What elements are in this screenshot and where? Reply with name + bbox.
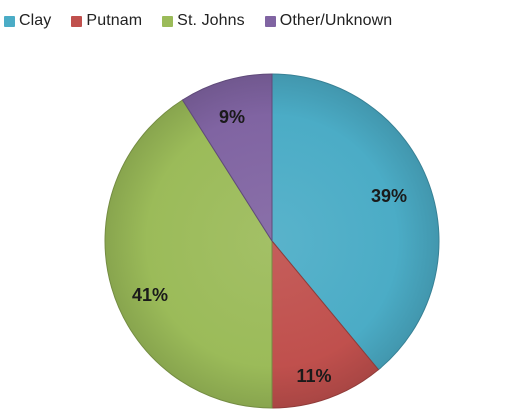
pie-slice-st-johns <box>104 99 273 409</box>
pie-slices <box>104 73 440 409</box>
chart-legend: Clay Putnam St. Johns Other/Unknown <box>4 8 392 34</box>
legend-swatch-putnam <box>71 15 83 27</box>
legend-label-clay: Clay <box>19 12 52 29</box>
pie-slice-putnam <box>271 239 380 409</box>
legend-swatch-other-unknown <box>264 15 276 27</box>
legend-item-clay: Clay <box>4 12 51 30</box>
legend-item-st-johns: St. Johns <box>162 12 245 30</box>
data-label-st-johns: 41% <box>132 285 168 305</box>
pie-slice-other-unknown <box>181 73 273 243</box>
pie-slice-clay <box>271 73 440 371</box>
legend-label-other-unknown: Other/Unknown <box>279 12 393 29</box>
legend-item-putnam: Putnam <box>71 12 142 30</box>
data-label-clay: 39% <box>371 186 407 206</box>
data-label-putnam: 11% <box>296 366 331 386</box>
pie-data-labels: 39% 11% 41% 9% <box>132 107 407 386</box>
data-label-other-unknown: 9% <box>219 107 245 127</box>
legend-label-st-johns: St. Johns <box>177 12 245 29</box>
legend-swatch-clay <box>4 15 15 27</box>
legend-item-other-unknown: Other/Unknown <box>264 12 393 30</box>
legend-swatch-st-johns <box>162 15 174 27</box>
legend-label-putnam: Putnam <box>86 12 143 29</box>
